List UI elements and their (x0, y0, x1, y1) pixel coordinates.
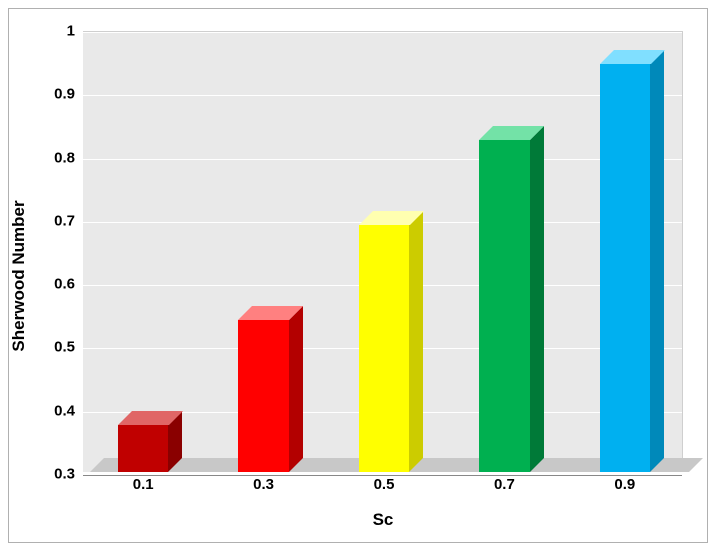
x-tick-label: 0.9 (614, 476, 635, 493)
y-axis-ticks: 0.30.40.50.60.70.80.91 (45, 31, 79, 472)
x-axis-ticks: 0.1 0.3 0.5 0.7 0.9 (83, 476, 683, 500)
x-axis-label: Sc (83, 510, 683, 530)
x-tick-label: 0.3 (253, 476, 274, 493)
y-tick-label: 0.5 (45, 339, 75, 356)
bar (118, 425, 169, 472)
y-axis-label: Sherwood Number (9, 200, 29, 351)
chart-frame: 0.3 0.4 0.5 0.6 0.7 0.8 0.9 1 0.1 0.3 0.5 0.7 0.9 S… (8, 8, 708, 543)
plot-area (83, 31, 683, 472)
y-tick-label: 0.4 (45, 402, 75, 419)
x-tick-label: 0.7 (494, 476, 515, 493)
bar (479, 140, 530, 472)
x-tick-label: 0.5 (374, 476, 395, 493)
bar (238, 320, 289, 472)
y-tick-label: 0.3 (45, 466, 75, 483)
bars-group (83, 32, 682, 472)
y-tick-label: 0.6 (45, 276, 75, 293)
bar (359, 225, 410, 472)
y-tick-label: 0.7 (45, 212, 75, 229)
bar (600, 64, 651, 472)
y-tick-label: 0.9 (45, 86, 75, 103)
y-tick-label: 1 (45, 23, 75, 40)
y-tick-label: 0.8 (45, 149, 75, 166)
x-tick-label: 0.1 (133, 476, 154, 493)
